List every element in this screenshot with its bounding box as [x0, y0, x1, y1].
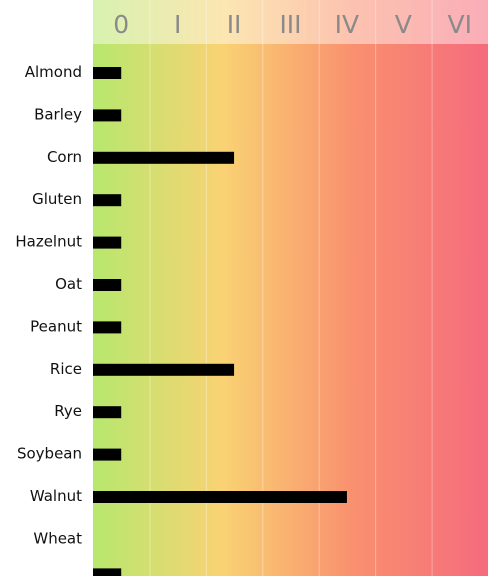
- bar-peanut: [93, 321, 122, 334]
- x-tick-label: II: [227, 10, 242, 39]
- bars: [93, 67, 347, 576]
- y-axis-category-labels: Almond Barley Corn Gluten Hazelnut Oat Peanut R…: [15, 63, 82, 547]
- x-tick-label: III: [279, 10, 301, 39]
- x-tick-label: IV: [335, 10, 359, 39]
- bar-wheat: [93, 568, 122, 576]
- bar-barley: [93, 109, 122, 122]
- x-tick-label: I: [174, 10, 181, 39]
- x-tick-label: 0: [113, 10, 129, 39]
- gridlines: [149, 0, 433, 576]
- x-axis-tick-labels: 0 I II III IV V VI: [113, 10, 472, 39]
- category-label: Rice: [50, 360, 82, 378]
- category-label: Oat: [55, 275, 82, 293]
- category-label: Soybean: [17, 445, 82, 463]
- bar-hazelnut: [93, 236, 122, 249]
- header-band: [93, 0, 488, 44]
- category-label: Corn: [47, 148, 82, 166]
- category-label: Barley: [34, 105, 82, 123]
- category-label: Hazelnut: [15, 233, 82, 251]
- bar-oat: [93, 279, 122, 291]
- category-label: Wheat: [33, 529, 82, 547]
- bar-soybean: [93, 448, 122, 461]
- category-label: Gluten: [32, 190, 82, 208]
- bar-rice: [93, 363, 235, 376]
- category-label: Walnut: [30, 487, 82, 505]
- x-tick-label: V: [395, 10, 412, 39]
- bar-walnut: [93, 491, 347, 503]
- category-label: Peanut: [30, 317, 82, 335]
- x-tick-label: VI: [448, 10, 472, 39]
- category-label: Rye: [54, 402, 82, 420]
- category-label: Almond: [25, 63, 82, 81]
- bar-corn: [93, 151, 235, 164]
- bar-almond: [93, 67, 122, 79]
- bar-gluten: [93, 194, 122, 207]
- bar-rye: [93, 406, 122, 419]
- plot-background: [93, 0, 488, 576]
